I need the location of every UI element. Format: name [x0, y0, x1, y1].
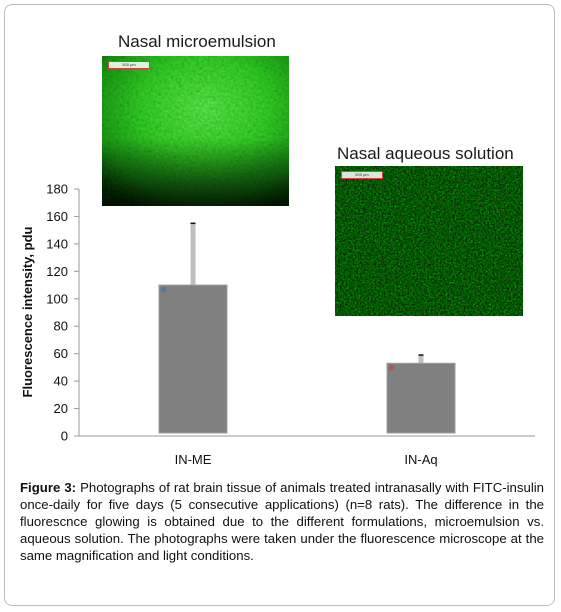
y-tick-label: 80 — [54, 319, 68, 334]
caption-text: Photographs of rat brain tissue of anima… — [20, 480, 545, 563]
y-tick-label: 160 — [46, 209, 68, 224]
y-axis-label: Fluorescence intensity, pdu — [20, 226, 35, 397]
y-tick-label: 140 — [46, 236, 68, 251]
x-axis: IN-ME IN-Aq — [79, 435, 535, 467]
x-tick-label: IN-Aq — [404, 452, 437, 467]
scale-bar: 500 µm — [341, 171, 383, 179]
photo-label-aqueous: Nasal aqueous solution — [337, 144, 514, 163]
microemulsion-image — [102, 56, 289, 206]
x-tick-label: IN-ME — [175, 452, 212, 467]
y-tick-label: 60 — [54, 346, 68, 361]
y-tick-label: 120 — [46, 264, 68, 279]
y-axis: 0 20 40 60 80 100 120 140 160 180 — [46, 182, 80, 444]
microscopy-photo-microemulsion: 500 µm — [102, 56, 289, 206]
figure-frame — [4, 4, 555, 606]
y-tick-label: 20 — [54, 401, 68, 416]
bar-in-aq — [386, 362, 456, 434]
y-tick-label: 40 — [54, 374, 68, 389]
aqueous-image — [335, 166, 523, 316]
bar-chart: 0 20 40 60 80 100 120 140 160 180 IN-ME IN-Aq Fluo… — [20, 182, 535, 467]
bar-in-me — [158, 284, 228, 434]
bar-marker — [389, 365, 394, 371]
bar-marker — [161, 287, 166, 293]
photo-label-microemulsion: Nasal microemulsion — [118, 32, 276, 51]
bars — [158, 222, 456, 434]
microscopy-photo-aqueous: 500 µm — [335, 166, 523, 316]
scale-bar: 500 µm — [108, 61, 150, 69]
caption-prefix: Figure 3: — [20, 480, 77, 495]
y-tick-label: 100 — [46, 291, 68, 306]
y-tick-label: 0 — [61, 429, 68, 444]
figure-caption: Figure 3: Photographs of rat brain tissu… — [20, 479, 544, 564]
y-tick-label: 180 — [46, 182, 68, 197]
